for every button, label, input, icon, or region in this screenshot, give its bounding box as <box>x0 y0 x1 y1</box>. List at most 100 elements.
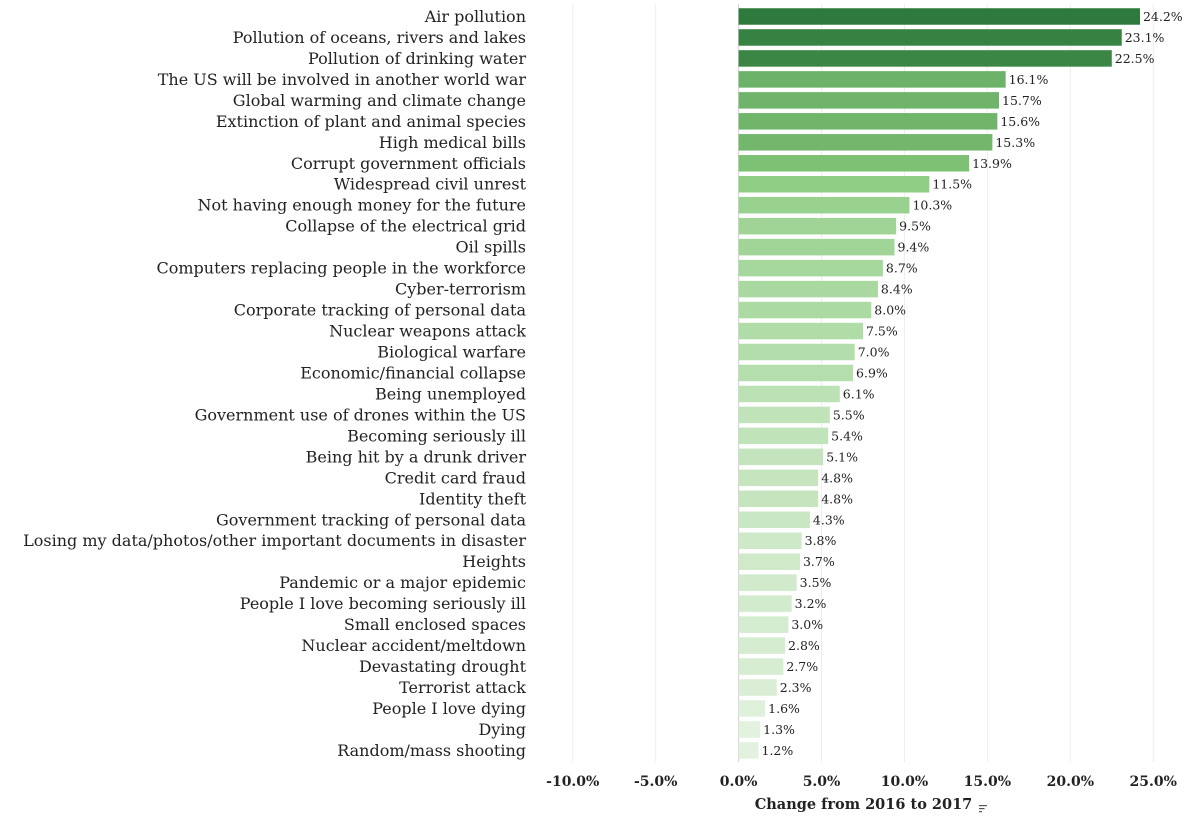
category-label: Economic/financial collapse <box>300 363 526 382</box>
value-label: 22.5% <box>1115 51 1155 66</box>
bar[interactable] <box>738 8 1140 25</box>
bar[interactable] <box>738 280 878 298</box>
value-label: 3.2% <box>795 596 827 611</box>
value-label: 23.1% <box>1125 30 1165 45</box>
value-label: 24.2% <box>1143 9 1183 24</box>
x-tick-label: 20.0% <box>1047 774 1094 790</box>
bar[interactable] <box>738 385 840 403</box>
bar[interactable] <box>738 238 895 256</box>
bars <box>738 8 1140 759</box>
value-label: 16.1% <box>1009 72 1049 87</box>
category-label: Dying <box>478 720 526 739</box>
bar[interactable] <box>738 175 930 193</box>
category-label: Being unemployed <box>375 384 526 403</box>
category-label: Random/mass shooting <box>337 741 526 760</box>
category-label: Government use of drones within the US <box>195 405 526 424</box>
category-label: Biological warfare <box>377 343 526 362</box>
bar[interactable] <box>738 658 784 675</box>
bar[interactable] <box>738 427 829 445</box>
category-label: Nuclear weapons attack <box>329 322 526 341</box>
sort-descending-icon[interactable] <box>978 800 988 813</box>
value-label: 5.4% <box>831 428 863 443</box>
value-label: 1.2% <box>762 743 794 758</box>
value-label: 2.7% <box>786 659 818 674</box>
bar[interactable] <box>738 679 777 696</box>
bar[interactable] <box>738 155 970 172</box>
value-label: 5.1% <box>826 449 858 464</box>
bar[interactable] <box>738 134 993 151</box>
category-label: Being hit by a drunk driver <box>306 447 527 466</box>
x-axis-title-wrap: Change from 2016 to 2017 <box>0 796 1203 813</box>
bar[interactable] <box>738 322 863 340</box>
bar[interactable] <box>738 742 759 759</box>
category-label: People I love becoming seriously ill <box>240 594 526 613</box>
value-label: 5.5% <box>833 407 865 422</box>
value-label: 15.6% <box>1000 114 1040 129</box>
value-label: 4.8% <box>821 491 853 506</box>
x-tick-label: 0.0% <box>720 774 758 790</box>
bar[interactable] <box>738 406 830 424</box>
bar[interactable] <box>738 113 998 130</box>
category-label: Heights <box>462 552 526 571</box>
bar[interactable] <box>738 92 999 109</box>
category-label: Corrupt government officials <box>291 154 526 173</box>
bar[interactable] <box>738 469 819 487</box>
value-label: 3.8% <box>805 533 837 548</box>
bar[interactable] <box>738 700 766 717</box>
category-label: Extinction of plant and animal species <box>216 112 526 131</box>
category-label: People I love dying <box>372 699 526 718</box>
bar[interactable] <box>738 29 1122 46</box>
x-tick-label: -5.0% <box>634 774 677 790</box>
x-tick-label: -10.0% <box>546 774 599 790</box>
bar[interactable] <box>738 448 824 466</box>
category-label: Not having enough money for the future <box>198 196 526 215</box>
bar[interactable] <box>738 721 761 738</box>
bar[interactable] <box>738 71 1006 88</box>
value-labels: 24.2% 23.1% 22.5% 16.1% 15.7% 15.6% 15.3% 13.9%… <box>762 9 1183 758</box>
bar[interactable] <box>738 364 854 382</box>
bar[interactable] <box>738 259 883 277</box>
value-label: 3.0% <box>791 617 823 632</box>
category-label: Pollution of drinking water <box>308 49 526 68</box>
bar[interactable] <box>738 343 855 361</box>
value-label: 15.3% <box>995 135 1035 150</box>
value-label: 3.5% <box>800 575 832 590</box>
bar[interactable] <box>738 532 802 549</box>
bar[interactable] <box>738 217 897 235</box>
category-label: High medical bills <box>379 133 526 152</box>
x-tick-label: 25.0% <box>1130 774 1177 790</box>
category-label: Collapse of the electrical grid <box>285 217 526 236</box>
value-label: 3.7% <box>803 554 835 569</box>
x-tick-label: 10.0% <box>881 774 928 790</box>
value-label: 15.7% <box>1002 93 1042 108</box>
bar[interactable] <box>738 553 800 570</box>
category-label: Identity theft <box>419 489 527 508</box>
value-label: 6.9% <box>856 365 888 380</box>
category-label: Corporate tracking of personal data <box>234 301 527 320</box>
x-tick-label: 5.0% <box>803 774 841 790</box>
category-label: Terrorist attack <box>399 678 526 697</box>
bar[interactable] <box>738 637 786 654</box>
value-label: 7.5% <box>866 324 898 339</box>
category-label: Small enclosed spaces <box>344 615 526 634</box>
value-label: 8.0% <box>874 303 906 318</box>
category-label: Credit card fraud <box>385 468 526 487</box>
bar[interactable] <box>738 574 797 591</box>
value-label: 13.9% <box>972 156 1012 171</box>
bar[interactable] <box>738 196 910 214</box>
category-label: Pollution of oceans, rivers and lakes <box>233 28 526 47</box>
bar[interactable] <box>738 511 810 529</box>
value-label: 9.4% <box>898 240 930 255</box>
bar[interactable] <box>738 616 789 633</box>
x-axis-tick-labels: -10.0% -5.0% 0.0% 5.0% 10.0% 15.0% 20.0% 25.0% <box>546 774 1177 790</box>
bar[interactable] <box>738 50 1112 67</box>
category-label: Government tracking of personal data <box>216 510 526 529</box>
value-label: 11.5% <box>932 177 972 192</box>
bar[interactable] <box>738 595 792 612</box>
bar[interactable] <box>738 301 872 319</box>
bar[interactable] <box>738 490 819 508</box>
category-label: Pandemic or a major epidemic <box>279 573 526 592</box>
value-label: 4.3% <box>813 512 845 527</box>
value-label: 4.8% <box>821 470 853 485</box>
